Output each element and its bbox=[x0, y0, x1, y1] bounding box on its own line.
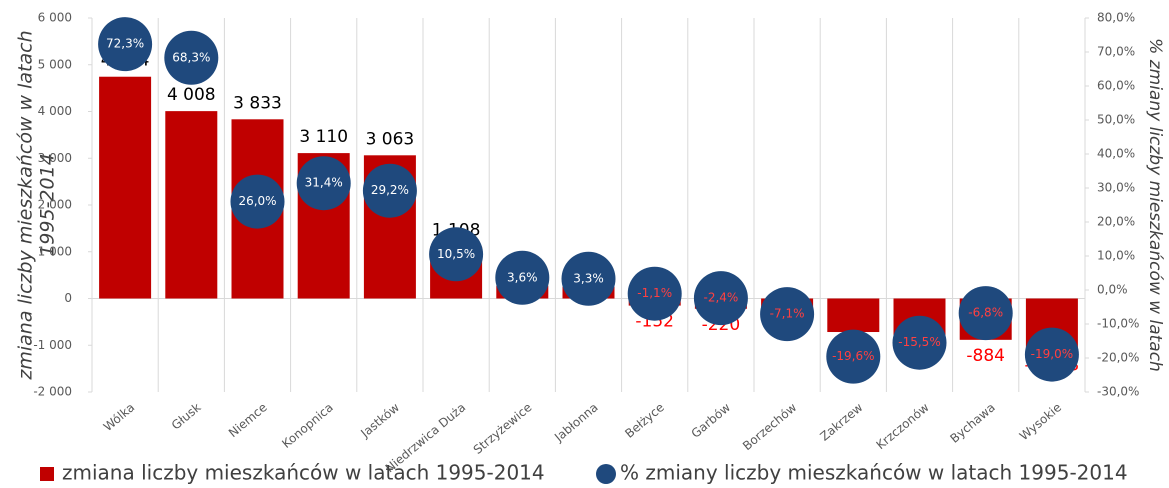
y-tick-label: 5 000 bbox=[38, 57, 72, 71]
bar-value-label: -884 bbox=[966, 346, 1005, 366]
y2-tick-label: 70,0% bbox=[1097, 45, 1135, 59]
marker-value-label: 29,2% bbox=[371, 183, 409, 197]
legend-label: % zmiany liczby mieszkańców w latach 199… bbox=[620, 461, 1128, 485]
marker-value-label: -19,6% bbox=[832, 349, 874, 363]
bar-value-label: 3 063 bbox=[366, 129, 415, 149]
bar-value-label: 4 008 bbox=[167, 85, 216, 105]
marker bbox=[760, 287, 815, 342]
marker bbox=[892, 315, 947, 370]
y2-tick-label: 40,0% bbox=[1097, 147, 1135, 161]
y2-tick-label: 20,0% bbox=[1097, 215, 1135, 229]
y2-tick-label: 10,0% bbox=[1097, 249, 1135, 263]
marker-value-label: 26,0% bbox=[238, 194, 276, 208]
marker-value-label: -15,5% bbox=[898, 335, 940, 349]
y-tick-label: 0 bbox=[64, 291, 72, 305]
marker bbox=[561, 251, 616, 306]
marker-value-label: -19,0% bbox=[1031, 347, 1073, 361]
bar bbox=[827, 298, 880, 333]
marker-value-label: -6,8% bbox=[968, 306, 1003, 320]
x-tick-label: Bełżyce bbox=[622, 400, 667, 441]
marker bbox=[495, 250, 550, 305]
legend-label: zmiana liczby mieszkańców w latach 1995-… bbox=[62, 461, 545, 485]
marker bbox=[362, 163, 417, 218]
x-tick-label: Wólka bbox=[101, 400, 138, 434]
marker bbox=[826, 329, 881, 384]
legend-swatch bbox=[40, 467, 54, 481]
y2-tick-label: 0,0% bbox=[1097, 283, 1128, 297]
y-axis-label-line: 1995-2014 bbox=[37, 153, 59, 257]
marker bbox=[693, 271, 748, 326]
y2-axis-label: % zmiany liczby mieszkańców w latach 199… bbox=[1145, 38, 1169, 372]
x-tick-label: Strzyżewice bbox=[471, 400, 535, 457]
marker bbox=[296, 156, 351, 211]
marker bbox=[164, 30, 219, 85]
y-tick-label: 6 000 bbox=[38, 11, 72, 25]
marker-value-label: 3,3% bbox=[573, 271, 604, 285]
y2-axis-label-line: 1995-2014 bbox=[1165, 159, 1169, 252]
marker-value-label: 72,3% bbox=[106, 37, 144, 51]
marker bbox=[98, 17, 153, 72]
y-tick-label: -2 000 bbox=[33, 385, 72, 399]
marker-value-label: -1,1% bbox=[637, 286, 672, 300]
marker bbox=[1024, 327, 1079, 382]
y-tick-label: 3 000 bbox=[38, 151, 72, 165]
bar-value-label: 3 833 bbox=[233, 93, 282, 113]
y2-tick-label: -30,0% bbox=[1097, 385, 1139, 399]
bar bbox=[165, 111, 218, 299]
marker bbox=[230, 174, 285, 229]
y2-tick-label: -20,0% bbox=[1097, 351, 1139, 365]
y-tick-label: 1 000 bbox=[38, 244, 72, 258]
marker bbox=[627, 266, 682, 321]
x-tick-label: Jastków bbox=[357, 400, 402, 441]
marker-value-label: 10,5% bbox=[437, 247, 475, 261]
marker bbox=[958, 286, 1013, 341]
x-tick-label: Zakrzew bbox=[817, 400, 865, 444]
x-tick-label: Głusk bbox=[169, 400, 204, 432]
y-axis-label: zmiana liczby mieszkańców w latach 1995-… bbox=[15, 30, 59, 380]
bar-value-label: 3 110 bbox=[299, 127, 348, 147]
x-tick-label: Jabłonna bbox=[551, 400, 600, 445]
x-tick-label: Garbów bbox=[689, 400, 734, 441]
y-tick-label: 4 000 bbox=[38, 104, 72, 118]
marker-value-label: -7,1% bbox=[770, 307, 805, 321]
y2-tick-label: -10,0% bbox=[1097, 317, 1139, 331]
y-axis-label-line: zmiana liczby mieszkańców w latach bbox=[15, 30, 37, 380]
x-tick-label: Konopnica bbox=[279, 400, 336, 451]
marker-value-label: 31,4% bbox=[305, 176, 343, 190]
x-tick-label: Krzczonów bbox=[874, 400, 932, 452]
y-tick-label: 2 000 bbox=[38, 198, 72, 212]
y-tick-label: -1 000 bbox=[33, 338, 72, 352]
x-tick-label: Borzechów bbox=[740, 400, 799, 453]
x-tick-label: Wysokie bbox=[1017, 400, 1064, 443]
x-tick-label: Niemce bbox=[226, 400, 270, 440]
marker-value-label: -2,4% bbox=[703, 291, 738, 305]
bar bbox=[99, 76, 152, 299]
marker bbox=[429, 227, 484, 282]
y2-tick-label: 60,0% bbox=[1097, 79, 1135, 93]
y2-tick-label: 50,0% bbox=[1097, 113, 1135, 127]
marker-value-label: 3,6% bbox=[507, 270, 538, 284]
y2-tick-label: 30,0% bbox=[1097, 181, 1135, 195]
x-tick-label: Bychawa bbox=[947, 400, 997, 445]
y2-axis-label-line: % zmiany liczby mieszkańców w latach bbox=[1145, 38, 1165, 372]
legend-swatch bbox=[596, 464, 616, 484]
marker-value-label: 68,3% bbox=[172, 50, 210, 64]
y2-tick-label: 80,0% bbox=[1097, 11, 1135, 25]
